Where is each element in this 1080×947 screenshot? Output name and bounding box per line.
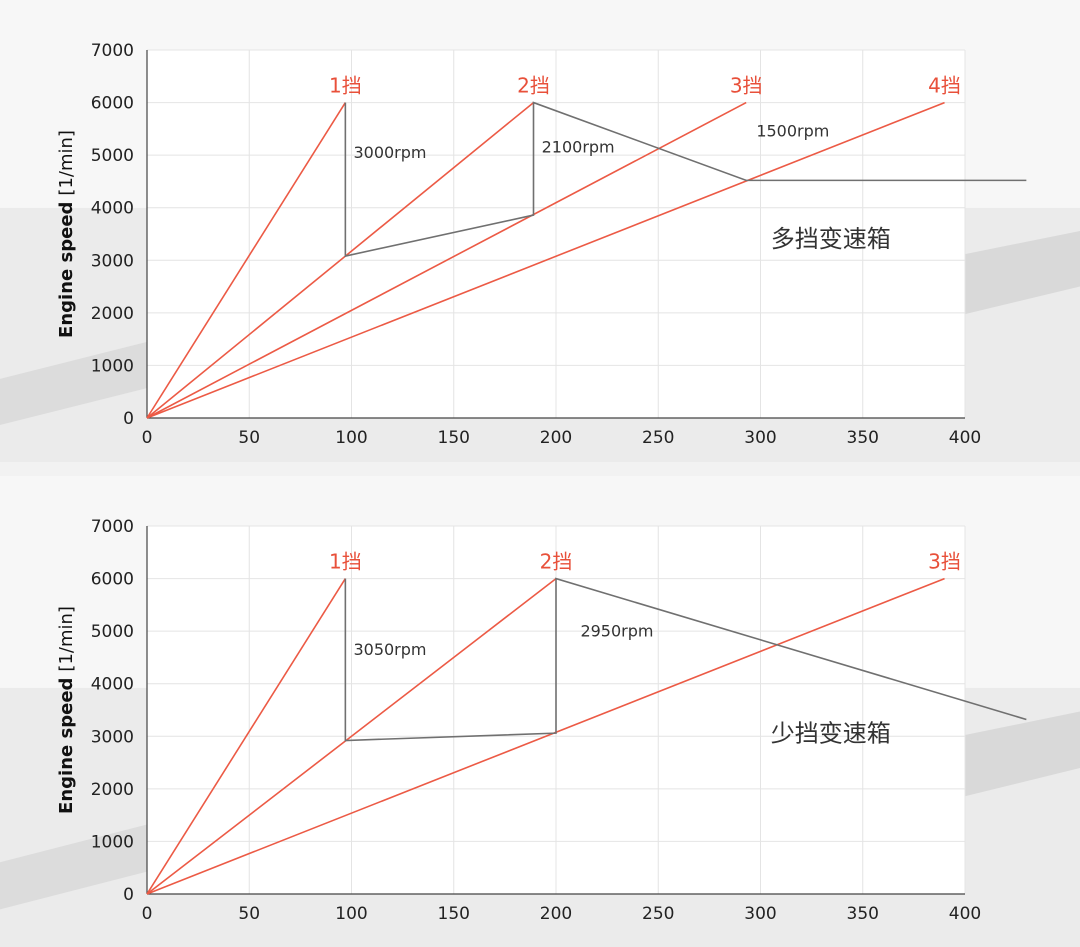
y-tick-label: 5000	[91, 622, 134, 642]
x-tick-label: 250	[642, 428, 674, 448]
gear-label-3: 3挡	[730, 74, 763, 98]
y-tick-label: 4000	[91, 675, 134, 695]
y-axis-label-text: Engine speed	[56, 202, 77, 338]
gear-label-3: 3挡	[928, 550, 961, 574]
x-tick-label: 50	[238, 428, 260, 448]
gear-label-1: 1挡	[329, 74, 362, 98]
y-axis-label-unit: [1/min]	[56, 130, 77, 196]
y-tick-label: 0	[123, 409, 134, 429]
x-tick-label: 150	[438, 428, 470, 448]
x-tick-label: 100	[335, 904, 367, 924]
panel-decor-stripe	[965, 711, 1080, 797]
y-tick-label: 3000	[91, 727, 134, 747]
y-tick-label: 0	[123, 885, 134, 905]
x-tick-label: 100	[335, 428, 367, 448]
x-tick-label: 0	[142, 428, 153, 448]
panel-decor-stripe-left	[0, 341, 147, 426]
y-tick-label: 1000	[91, 356, 134, 376]
x-tick-label: 200	[540, 428, 572, 448]
gear-line-2	[146, 101, 535, 419]
x-tick-label: 250	[642, 904, 674, 924]
y-tick-label: 6000	[91, 94, 134, 114]
y-tick-label: 2000	[91, 304, 134, 324]
gear-label-1: 1挡	[329, 550, 362, 574]
gear-line-2	[146, 577, 557, 895]
y-axis-label: Engine speed [1/min]	[56, 130, 77, 338]
gear-label-4: 4挡	[928, 74, 961, 98]
gear-label-2: 2挡	[540, 550, 573, 574]
y-tick-label: 3000	[91, 251, 134, 271]
gear-line-3	[146, 577, 945, 895]
y-tick-label: 7000	[91, 41, 134, 61]
shift-path-line	[344, 577, 1027, 742]
gear-line-4	[146, 101, 945, 419]
x-tick-label: 150	[438, 904, 470, 924]
x-tick-label: 350	[847, 428, 879, 448]
y-tick-label: 2000	[91, 780, 134, 800]
x-tick-label: 350	[847, 904, 879, 924]
rpm-drop-label: 2950rpm	[580, 621, 653, 640]
x-tick-label: 400	[949, 904, 981, 924]
y-tick-label: 7000	[91, 517, 134, 537]
x-tick-label: 300	[744, 428, 776, 448]
y-tick-label: 1000	[91, 832, 134, 852]
y-tick-label: 4000	[91, 199, 134, 219]
gear-line-3	[146, 101, 747, 419]
panel-decor-stripe-left	[0, 824, 147, 910]
y-axis-label-unit: [1/min]	[56, 606, 77, 672]
y-axis-label: Engine speed [1/min]	[56, 606, 77, 814]
chart-title: 少挡变速箱	[771, 720, 891, 748]
rpm-drop-label: 3000rpm	[353, 143, 426, 162]
gear-line-1	[146, 578, 347, 895]
y-tick-label: 5000	[91, 146, 134, 166]
chart-title: 多挡变速箱	[771, 225, 891, 253]
x-tick-label: 50	[238, 904, 260, 924]
gear-label-2: 2挡	[517, 74, 550, 98]
chart-1: 0 50 100 150 200 250 300 350 4000100020003000400…	[0, 0, 1080, 462]
rpm-drop-label: 1500rpm	[756, 122, 829, 141]
panel-decor-stripe	[965, 231, 1080, 315]
gear-line-1	[146, 102, 347, 419]
chart-2: 0 50 100 150 200 250 300 350 4000100020003000400…	[0, 476, 1080, 947]
rpm-drop-label: 3050rpm	[353, 640, 426, 659]
y-tick-label: 6000	[91, 570, 134, 590]
x-tick-label: 0	[142, 904, 153, 924]
y-axis-label-text: Engine speed	[56, 678, 77, 814]
shift-path-line	[344, 101, 1027, 258]
x-tick-label: 200	[540, 904, 572, 924]
x-tick-label: 300	[744, 904, 776, 924]
x-tick-label: 400	[949, 428, 981, 448]
rpm-drop-label: 2100rpm	[542, 138, 615, 157]
